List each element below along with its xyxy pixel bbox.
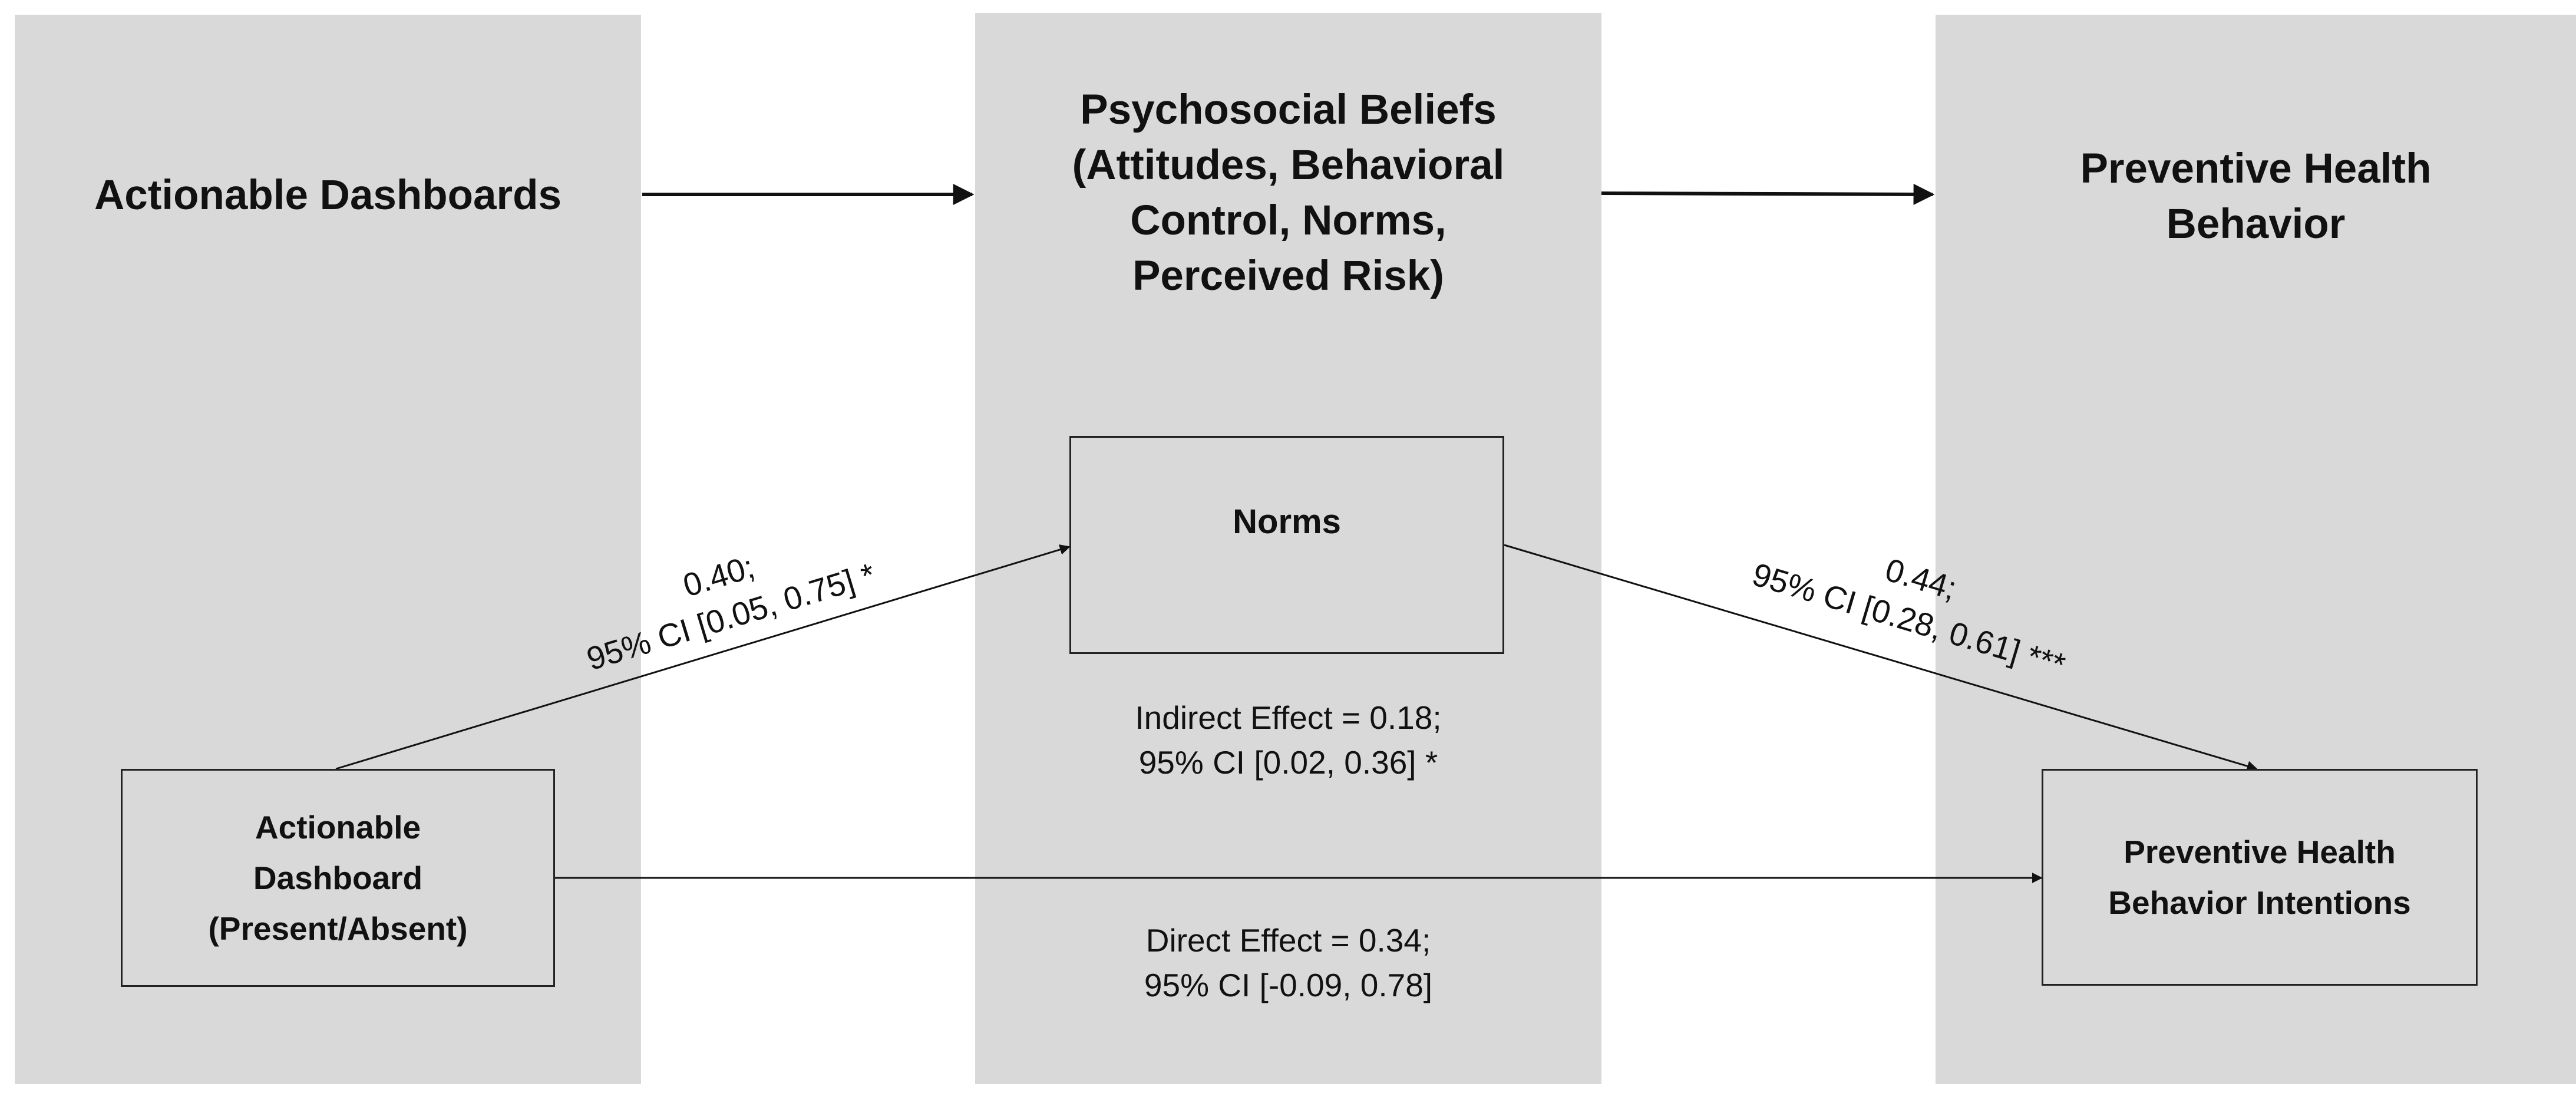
left-column-title: Actionable Dashboards bbox=[94, 172, 562, 219]
middle-column-title: Psychosocial Beliefs (Attitudes, Behavio… bbox=[1072, 87, 1505, 299]
direct-effect-note: Direct Effect = 0.34; 95% CI [-0.09, 0.7… bbox=[1144, 922, 1433, 1003]
dashboard-node: Actionable Dashboard (Present/Absent) bbox=[121, 769, 555, 987]
b-path-arrow bbox=[1504, 544, 2258, 772]
a-path-arrow bbox=[335, 544, 1071, 770]
norms-node: Norms bbox=[1069, 436, 1504, 654]
right-column-title: Preventive Health Behavior bbox=[2080, 146, 2432, 247]
intentions-node: Preventive Health Behavior Intentions bbox=[2042, 769, 2478, 986]
indirect-effect-note: Indirect Effect = 0.18; 95% CI [0.02, 0.… bbox=[1135, 699, 1442, 781]
top-arrow-right bbox=[1601, 183, 1935, 205]
